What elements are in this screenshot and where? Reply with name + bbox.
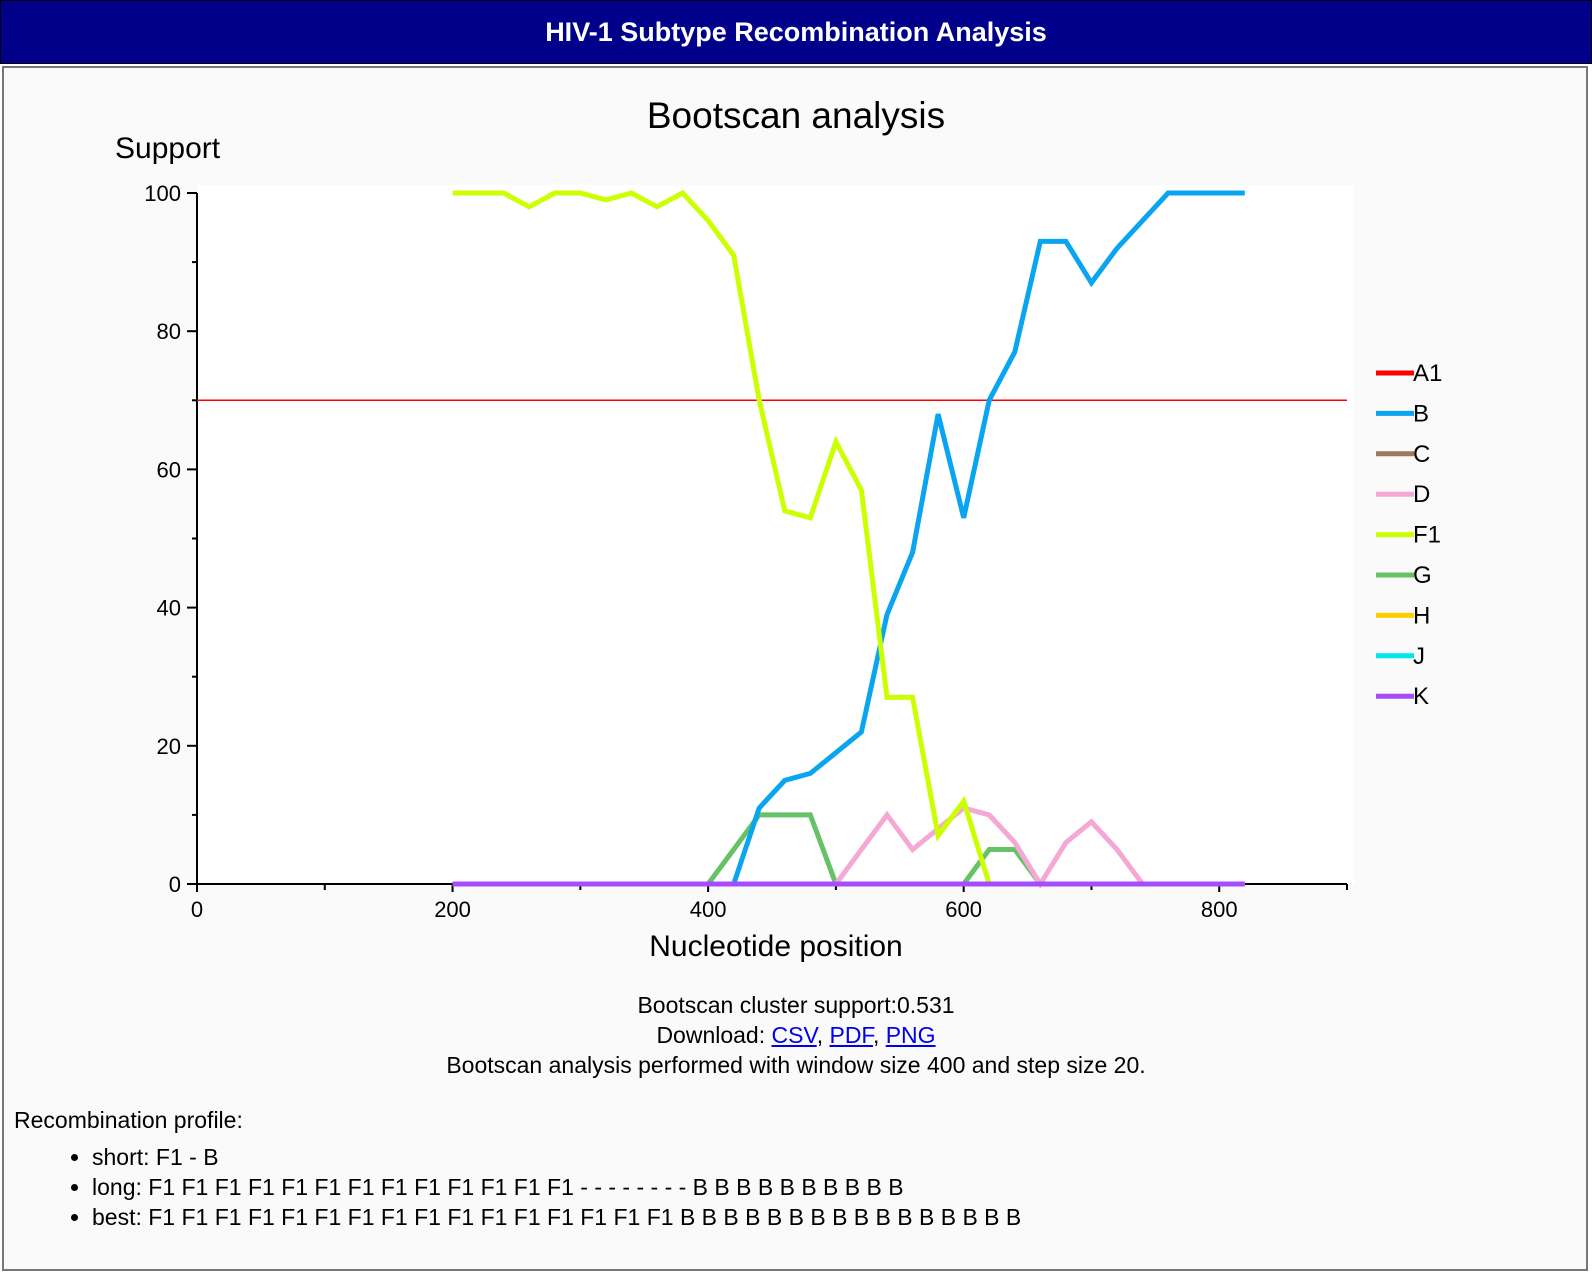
profile-best: best: F1 F1 F1 F1 F1 F1 F1 F1 F1 F1 F1 F… bbox=[92, 1202, 1021, 1232]
profile-heading: Recombination profile: bbox=[14, 1107, 243, 1133]
y-tick-label: 60 bbox=[157, 457, 181, 482]
x-axis-label: Nucleotide position bbox=[649, 930, 903, 963]
recombination-profile: Recombination profile: short: F1 - B lon… bbox=[14, 1107, 1021, 1232]
y-tick-label: 20 bbox=[157, 734, 181, 759]
page-title: HIV-1 Subtype Recombination Analysis bbox=[545, 16, 1047, 47]
y-tick-label: 0 bbox=[169, 872, 181, 897]
cluster-support-text: Bootscan cluster support:0.531 bbox=[637, 992, 955, 1018]
analysis-note: Bootscan analysis performed with window … bbox=[446, 1052, 1146, 1078]
legend-label-a1: A1 bbox=[1413, 360, 1442, 387]
legend-label-h: H bbox=[1413, 602, 1430, 629]
chart-info: Bootscan cluster support:0.531 Download:… bbox=[0, 990, 1592, 1080]
y-tick-label: 80 bbox=[157, 319, 181, 344]
legend-label-g: G bbox=[1413, 562, 1432, 589]
chart-title: Bootscan analysis bbox=[647, 95, 945, 136]
profile-list: short: F1 - B long: F1 F1 F1 F1 F1 F1 F1… bbox=[14, 1142, 1021, 1232]
download-csv-link[interactable]: CSV bbox=[771, 1022, 817, 1048]
legend-label-d: D bbox=[1413, 481, 1430, 508]
profile-long: long: F1 F1 F1 F1 F1 F1 F1 F1 F1 F1 F1 F… bbox=[92, 1172, 1021, 1202]
x-tick-label: 200 bbox=[434, 897, 471, 922]
x-tick-label: 400 bbox=[690, 897, 727, 922]
y-tick-label: 100 bbox=[144, 181, 181, 206]
plot-area bbox=[197, 185, 1354, 884]
bootscan-chart: Bootscan analysis Support Nucleotide posit… bbox=[115, 95, 1442, 963]
legend-label-k: K bbox=[1413, 683, 1429, 710]
legend-label-j: J bbox=[1413, 643, 1425, 670]
download-row: Download: CSV, PDF, PNG bbox=[656, 1022, 936, 1048]
y-tick-label: 40 bbox=[157, 596, 181, 621]
x-tick-label: 800 bbox=[1201, 897, 1238, 922]
download-pdf-link[interactable]: PDF bbox=[829, 1022, 873, 1048]
legend-label-c: C bbox=[1413, 441, 1430, 468]
download-png-link[interactable]: PNG bbox=[885, 1022, 936, 1048]
profile-short: short: F1 - B bbox=[92, 1142, 1021, 1172]
legend-label-f1: F1 bbox=[1413, 522, 1441, 549]
page-header: HIV-1 Subtype Recombination Analysis bbox=[0, 0, 1592, 64]
download-label: Download: bbox=[656, 1022, 766, 1048]
x-tick-label: 600 bbox=[945, 897, 982, 922]
x-tick-label: 0 bbox=[191, 897, 203, 922]
y-axis-label: Support bbox=[115, 132, 221, 165]
legend-label-b: B bbox=[1413, 400, 1429, 427]
